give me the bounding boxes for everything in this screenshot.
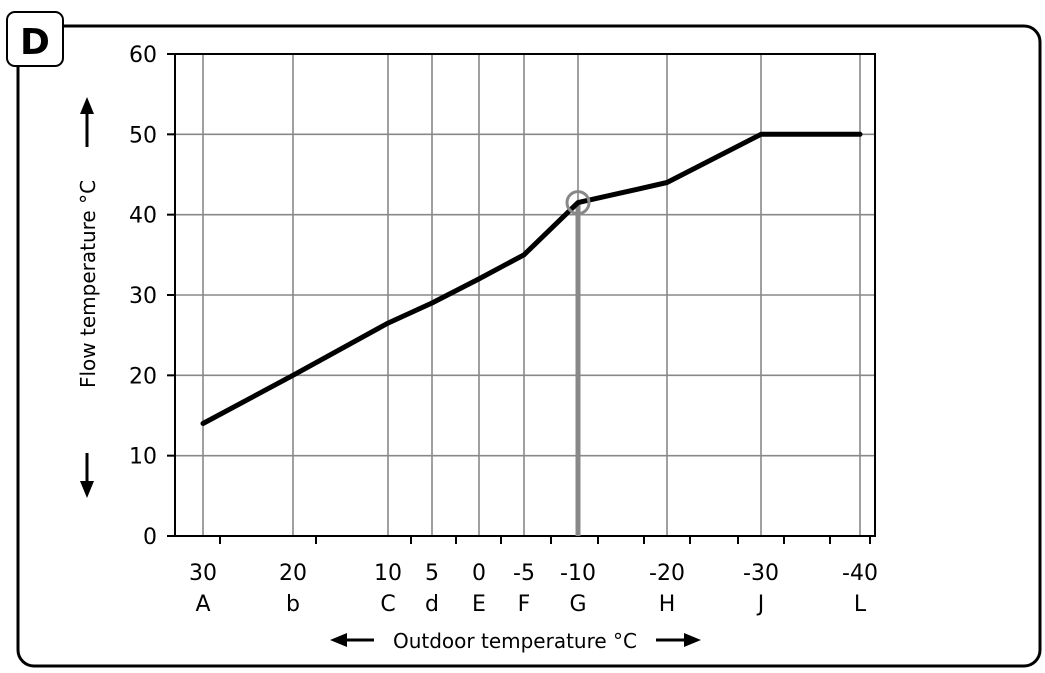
x-tick-letter: C — [380, 592, 395, 617]
y-axis-label-group: Flow temperature °C — [76, 97, 100, 498]
y-axis-label: Flow temperature °C — [76, 180, 100, 388]
y-tick-label: 10 — [129, 445, 157, 470]
x-tick-letter: J — [756, 592, 765, 617]
y-tick-label: 30 — [129, 284, 157, 309]
heating-curve-line — [200, 131, 863, 426]
x-tick-label: 0 — [472, 561, 486, 586]
x-tick-letter: H — [659, 592, 676, 617]
x-tick-label: 20 — [279, 561, 307, 586]
y-tick-label: 40 — [129, 204, 157, 229]
axis-ticks — [167, 53, 871, 544]
x-tick-label: 30 — [189, 561, 217, 586]
arrow-down-icon — [80, 453, 94, 498]
y-tick-label: 20 — [129, 364, 157, 389]
x-tick-label: -20 — [649, 561, 685, 586]
x-tick-letter: b — [286, 592, 300, 617]
tick-labels: 0 10 20 30 40 50 60 30 A 20 b 10 C 5 d 0 E -5 F -10 G -20 H -30… — [129, 43, 878, 617]
x-tick-letter: E — [472, 592, 486, 617]
x-axis-label-group: Outdoor temperature °C — [330, 629, 701, 653]
x-tick-letter: F — [518, 592, 531, 617]
x-tick-label: -5 — [513, 561, 535, 586]
highlight-point-circle — [565, 190, 591, 216]
x-tick-label: 10 — [374, 561, 402, 586]
x-tick-letter: L — [854, 592, 867, 617]
outer-frame — [16, 24, 1042, 668]
y-tick-label: 0 — [143, 525, 157, 550]
x-tick-letter: A — [195, 592, 210, 617]
arrow-left-icon — [330, 633, 374, 647]
x-tick-letter: d — [425, 592, 439, 617]
x-tick-letter: G — [569, 592, 586, 617]
x-tick-label: 5 — [425, 561, 439, 586]
series — [200, 131, 863, 536]
arrow-right-icon — [656, 633, 701, 647]
y-tick-label: 60 — [129, 43, 157, 68]
section-badge: D — [6, 11, 64, 67]
arrow-up-icon — [80, 97, 94, 147]
x-tick-label: -40 — [842, 561, 878, 586]
x-axis-label: Outdoor temperature °C — [393, 629, 637, 653]
x-tick-label: -30 — [743, 561, 779, 586]
section-badge-letter: D — [20, 22, 50, 63]
y-tick-label: 50 — [129, 123, 157, 148]
x-tick-label: -10 — [560, 561, 596, 586]
